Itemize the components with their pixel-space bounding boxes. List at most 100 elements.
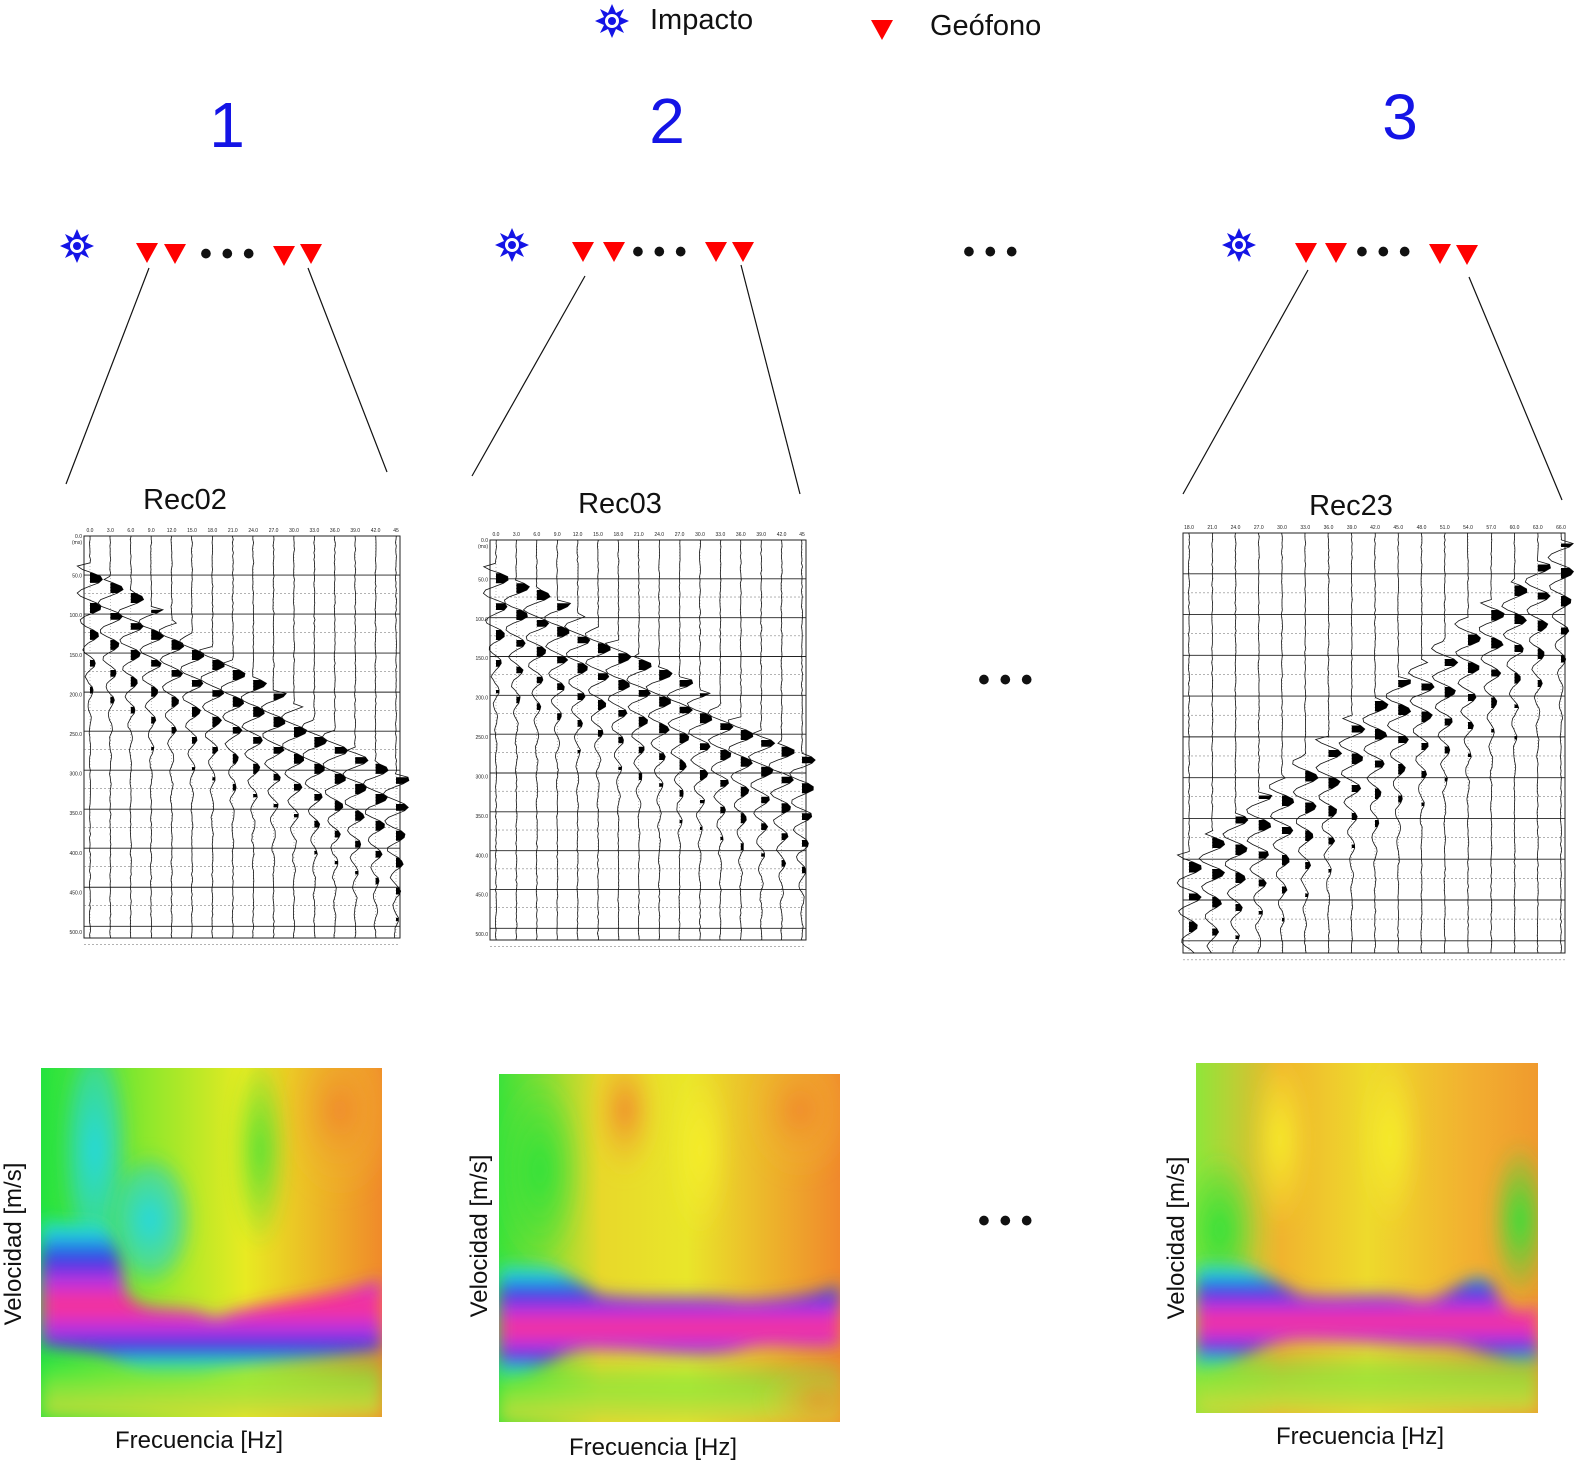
trace-fill (90, 660, 96, 667)
seismic-trace (321, 535, 349, 939)
trace-fill (396, 830, 405, 841)
trace-fill (90, 686, 94, 694)
trace-fill (1398, 795, 1403, 803)
trace-fill (253, 794, 258, 798)
offset-tick-label: 36.0 (1324, 525, 1334, 531)
seismic-trace (1338, 532, 1366, 954)
trace-fill (171, 670, 183, 677)
trace-fill (1328, 837, 1335, 845)
trace-fill (151, 609, 163, 613)
trace-fill (1235, 816, 1248, 824)
time-tick-label: 0.0 (75, 534, 82, 540)
offset-tick-label: 33.0 (310, 528, 320, 534)
layout-ellipsis: • • • (963, 233, 1018, 271)
seismic-trace (220, 535, 246, 939)
trace-fill (1235, 872, 1246, 883)
trace-fill (1328, 806, 1337, 817)
trace-fill (659, 783, 663, 787)
trace-fill (1537, 564, 1551, 572)
dispersion-xlabel-1: Frecuencia [Hz] (115, 1427, 283, 1454)
trace-fill (1491, 610, 1505, 621)
trace-fill (1421, 683, 1435, 691)
offset-tick-label: 21.0 (228, 528, 238, 534)
trace-fill (1351, 785, 1361, 792)
trace-fill (1421, 743, 1429, 750)
trace-fill (1444, 687, 1456, 698)
trace-fill (577, 720, 583, 727)
trace-fill (1444, 746, 1450, 754)
time-unit-label: (ms) (478, 544, 488, 550)
trace-fill (659, 723, 670, 734)
time-tick-label: 200.0 (69, 692, 82, 698)
time-tick-label: 0.0 (481, 538, 488, 544)
trace-fill (700, 826, 703, 830)
trace-fill (679, 760, 687, 770)
seismic-record-3: 18.0 21.0 24.0 27.0 30.0 33.0 36.0 39.0 42.0 45.0… (1176, 525, 1575, 961)
trace-fill (761, 853, 765, 857)
trace-fill (294, 753, 304, 764)
trace-fill (1282, 918, 1285, 922)
offset-tick-label: 51.0 (1440, 525, 1450, 531)
trace-fill (1375, 820, 1379, 827)
offset-tick-label: 45 (393, 528, 399, 534)
trace-fill (110, 670, 117, 677)
trace-fill (355, 810, 365, 821)
geophone-ellipsis: • • • (200, 235, 255, 273)
offset-tick-label: 6.0 (533, 532, 540, 538)
trace-fill (1537, 620, 1548, 631)
seismic-trace (1454, 532, 1481, 954)
seismic-trace (97, 535, 124, 939)
trace-fill (1491, 729, 1495, 733)
time-tick-label: 250.0 (69, 732, 82, 738)
trace-fill (90, 603, 101, 613)
trace-fill (1514, 585, 1527, 596)
seismic-trace (1314, 532, 1343, 954)
trace-fill (1212, 869, 1225, 880)
trace-fill (273, 716, 285, 727)
trace-fill (375, 850, 383, 858)
trace-fill (334, 747, 348, 754)
trace-fill (171, 727, 177, 734)
trace-fill (577, 693, 585, 700)
trace-fill (720, 780, 729, 787)
trace-fill (151, 660, 162, 667)
trace-fill (1212, 897, 1222, 908)
trace-fill (1305, 802, 1317, 813)
trace-fill (232, 783, 237, 791)
trace-fill (638, 746, 645, 754)
trace-fill (659, 670, 673, 680)
dispersion-image-3 (1196, 1063, 1538, 1413)
trace-fill (396, 887, 401, 895)
trace-fill (618, 766, 622, 770)
trace-fill (802, 866, 806, 874)
dispersion-ylabel-2: Velocidad [m/s] (466, 1155, 493, 1318)
geophone-ellipsis: • • • (632, 233, 687, 271)
time-tick-label: 450.0 (69, 890, 82, 896)
trace-fill (192, 680, 203, 687)
time-tick-label: 400.0 (69, 851, 82, 857)
trace-fill (577, 636, 590, 644)
seismic-trace (686, 539, 713, 941)
time-tick-label: 250.0 (475, 735, 488, 741)
geophone-triangle-icon (136, 243, 158, 263)
record-title-3: Rec23 (1309, 490, 1393, 522)
trace-fill (638, 716, 648, 727)
time-tick-label: 350.0 (475, 814, 488, 820)
zoom-line-right (740, 264, 801, 495)
zoom-line-left (471, 275, 586, 477)
trace-fill (334, 861, 338, 865)
trace-fill (557, 683, 565, 690)
seismic-trace (199, 535, 225, 939)
offset-tick-label: 57.0 (1486, 525, 1496, 531)
trace-fill (355, 840, 361, 848)
dispersion-xlabel-2: Frecuencia [Hz] (569, 1434, 737, 1461)
seismic-trace (362, 535, 389, 939)
trace-fill (1351, 725, 1365, 733)
offset-tick-label: 21.0 (634, 532, 644, 538)
trace-fill (110, 639, 119, 650)
trace-fill (1491, 638, 1504, 649)
trace-fill (151, 629, 164, 640)
trace-fill (151, 686, 158, 697)
offset-tick-label: 27.0 (675, 532, 685, 538)
